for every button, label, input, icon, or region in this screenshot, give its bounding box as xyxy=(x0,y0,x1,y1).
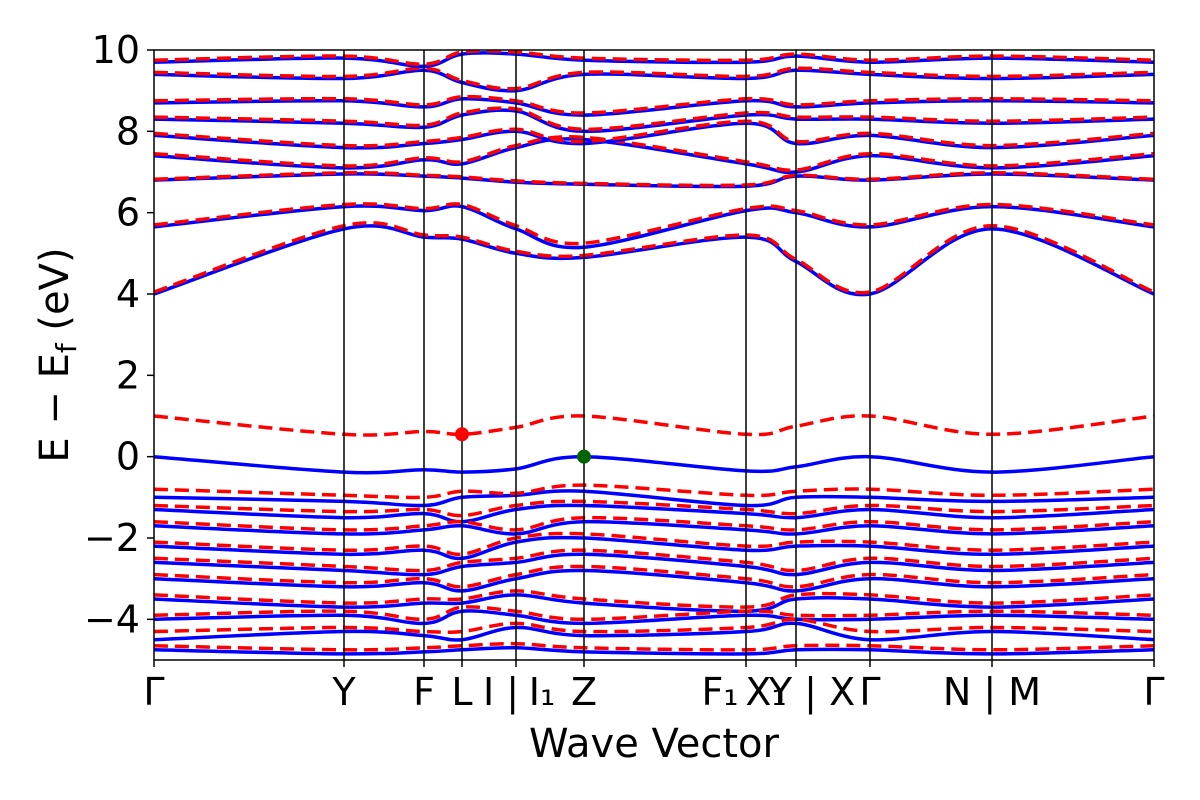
spin-down-band-21 xyxy=(154,483,1154,500)
spin-up-band-36 xyxy=(154,621,1154,642)
y-tick-label: −4 xyxy=(84,597,140,641)
spin-up-band-14 xyxy=(154,96,1154,117)
spin-down-band-25 xyxy=(154,515,1154,532)
y-tick-label: 2 xyxy=(116,353,140,397)
spin-up-band-38 xyxy=(154,646,1154,656)
x-tick-label: N | M xyxy=(943,670,1041,715)
x-tick-label: F₁ xyxy=(701,670,738,714)
y-axis-title-unit: (eV) xyxy=(32,247,78,343)
bands-layer xyxy=(154,50,1154,656)
spin-down-band-5 xyxy=(154,202,1154,246)
spin-down-band-19 xyxy=(154,50,1154,66)
spin-up-band-16 xyxy=(154,68,1154,93)
spin-down-band-37 xyxy=(154,617,1154,635)
x-tick-label: X₁ xyxy=(745,670,786,714)
cbm-marker xyxy=(455,427,469,442)
x-axis-title: Wave Vector xyxy=(529,721,780,767)
spin-down-band-33 xyxy=(154,589,1154,609)
spin-up-band-34 xyxy=(154,609,1154,626)
y-axis-title-main: E − E xyxy=(32,353,78,463)
y-tick-label: 4 xyxy=(116,272,140,316)
y-axis-title: E − Ef (eV) xyxy=(32,247,83,462)
spin-up-band-12 xyxy=(154,108,1154,134)
x-tick-label: F xyxy=(413,670,435,714)
x-tick-label: Y | X xyxy=(768,670,855,715)
y-tick-label: 6 xyxy=(116,191,140,235)
x-tick-label: Z xyxy=(571,670,597,714)
spin-down-band-13 xyxy=(154,106,1154,132)
spin-down-band-29 xyxy=(154,548,1154,573)
spin-down-band-35 xyxy=(154,605,1154,622)
spin-down-band-23 xyxy=(154,499,1154,518)
spin-up-band-22 xyxy=(154,503,1154,524)
x-tick-label: Y xyxy=(331,670,356,714)
spin-up-band-26 xyxy=(154,535,1154,561)
spin-down-band-39 xyxy=(154,641,1154,652)
spin-down-band-11 xyxy=(154,119,1154,148)
spin-up-band-10 xyxy=(154,121,1154,150)
plot-frame xyxy=(153,49,1155,661)
spin-down-band-7 xyxy=(154,170,1154,188)
x-tick-label: I | xyxy=(483,670,519,715)
kpoint-lines-layer xyxy=(343,50,993,660)
spin-down-band-17 xyxy=(154,66,1154,91)
markers-layer xyxy=(455,427,591,464)
spin-up-band-0 xyxy=(154,454,1154,475)
x-tick-label: I₁ xyxy=(529,670,555,714)
spin-down-band-31 xyxy=(154,564,1154,589)
spin-up-band-30 xyxy=(154,568,1154,593)
x-tick-label: Γ xyxy=(1143,670,1164,714)
spin-up-band-4 xyxy=(154,204,1154,250)
y-tick-label: 8 xyxy=(116,109,140,153)
y-tick-label: −2 xyxy=(84,516,140,560)
y-tick-label: 0 xyxy=(116,435,140,479)
spin-up-band-2 xyxy=(154,224,1154,297)
x-tick-label: Γ xyxy=(859,670,880,714)
y-ticks-layer: −4 −2 0 2 4 6 8 10 xyxy=(84,28,154,641)
vbm-marker xyxy=(577,449,591,464)
y-tick-label: 10 xyxy=(92,28,140,72)
spin-up-band-28 xyxy=(154,552,1154,577)
x-tick-label: Γ xyxy=(143,670,164,714)
spin-up-band-32 xyxy=(154,593,1154,613)
spin-up-band-18 xyxy=(154,51,1154,69)
spin-down-band-1 xyxy=(154,414,1154,437)
spin-down-band-15 xyxy=(154,94,1154,115)
spin-up-band-20 xyxy=(154,489,1154,508)
y-axis-title-sub: f xyxy=(50,342,83,353)
spin-up-band-24 xyxy=(154,519,1154,536)
x-tick-label: L xyxy=(451,670,472,714)
spin-down-band-27 xyxy=(154,531,1154,557)
spin-down-band-3 xyxy=(154,221,1154,295)
